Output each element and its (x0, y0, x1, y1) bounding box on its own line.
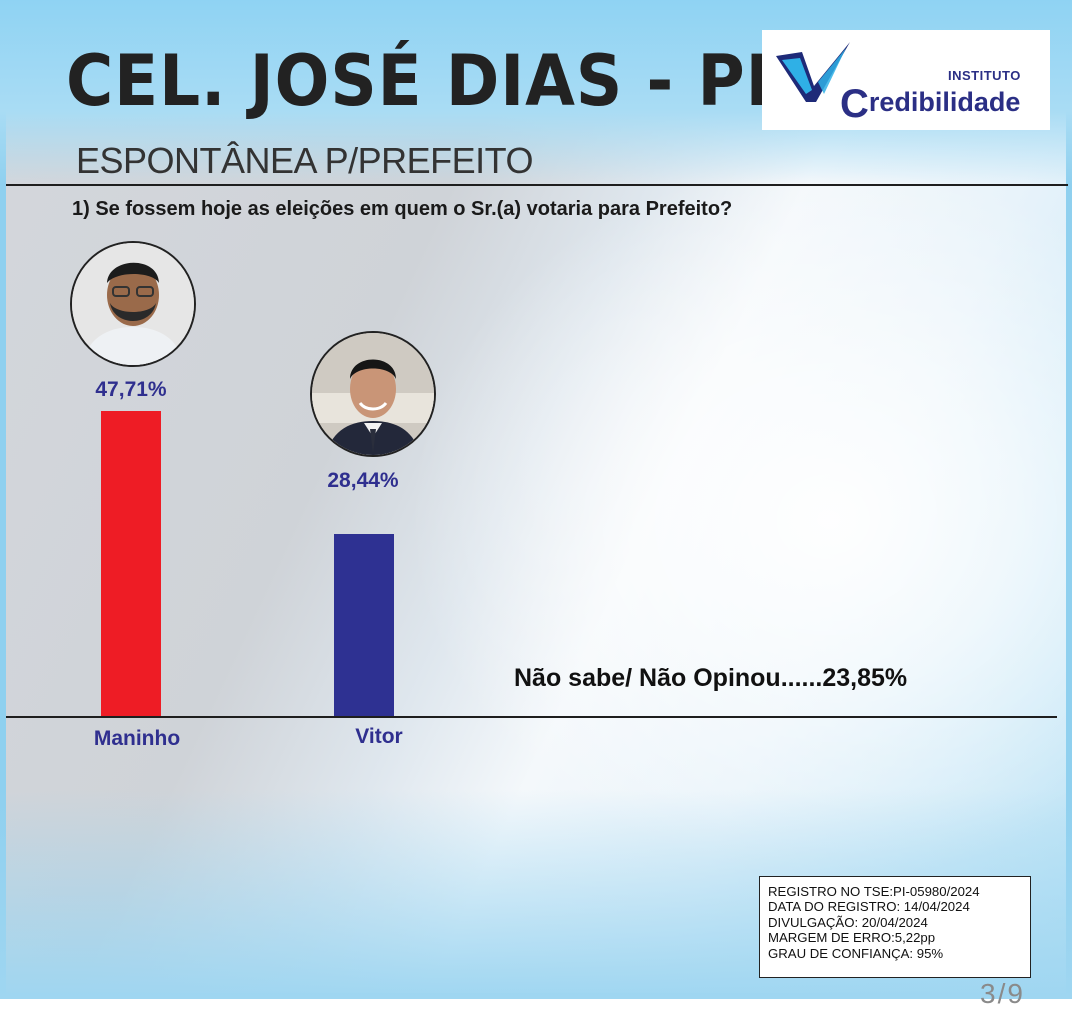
bar-value-label-maninho: 47,71% (95, 378, 167, 401)
bar-value-label-vitor: 28,44% (327, 469, 399, 492)
page-number: 3/9 (980, 978, 1025, 1009)
registration-info-box: REGISTRO NO TSE:PI-05980/2024 DATA DO RE… (759, 876, 1031, 978)
candidate-photo-vitor (310, 331, 436, 457)
logo-brand-initial: C (840, 82, 869, 126)
candidate-photo-maninho (70, 241, 196, 367)
chart-baseline (6, 716, 1057, 718)
category-label-vitor: Vitor (355, 725, 403, 748)
header-divider (6, 184, 1068, 186)
category-label-maninho: Maninho (93, 727, 181, 750)
info-line-margem: MARGEM DE ERRO:5,22pp (768, 930, 936, 946)
info-line-registro: REGISTRO NO TSE:PI-05980/2024 (768, 884, 980, 899)
logo-instituto-text: INSTITUTO (948, 68, 1021, 83)
check-mark-icon (776, 42, 850, 102)
logo-brand-text: Credibilidade (840, 76, 1021, 126)
undecided-label: Não sabe/ Não Opinou......23,85% (514, 664, 908, 692)
bar-maninho (101, 410, 161, 716)
credibilidade-logo: INSTITUTO Credibilidade (762, 30, 1050, 130)
question-text: 1) Se fossem hoje as eleições em quem o … (72, 198, 733, 220)
info-line-confianca: GRAU DE CONFIANÇA: 95% (768, 945, 944, 961)
info-line-data-registro: DATA DO REGISTRO: 14/04/2024 (768, 899, 970, 915)
page-subtitle: ESPONTÂNEA P/PREFEITO (76, 140, 533, 181)
info-line-divulgacao: DIVULGAÇÃO: 20/04/2024 (768, 914, 928, 930)
logo-brand-rest: redibilidade (868, 87, 1021, 117)
page-title: CEL. JOSÉ DIAS - PI (66, 40, 771, 122)
bar-vitor (334, 533, 394, 716)
